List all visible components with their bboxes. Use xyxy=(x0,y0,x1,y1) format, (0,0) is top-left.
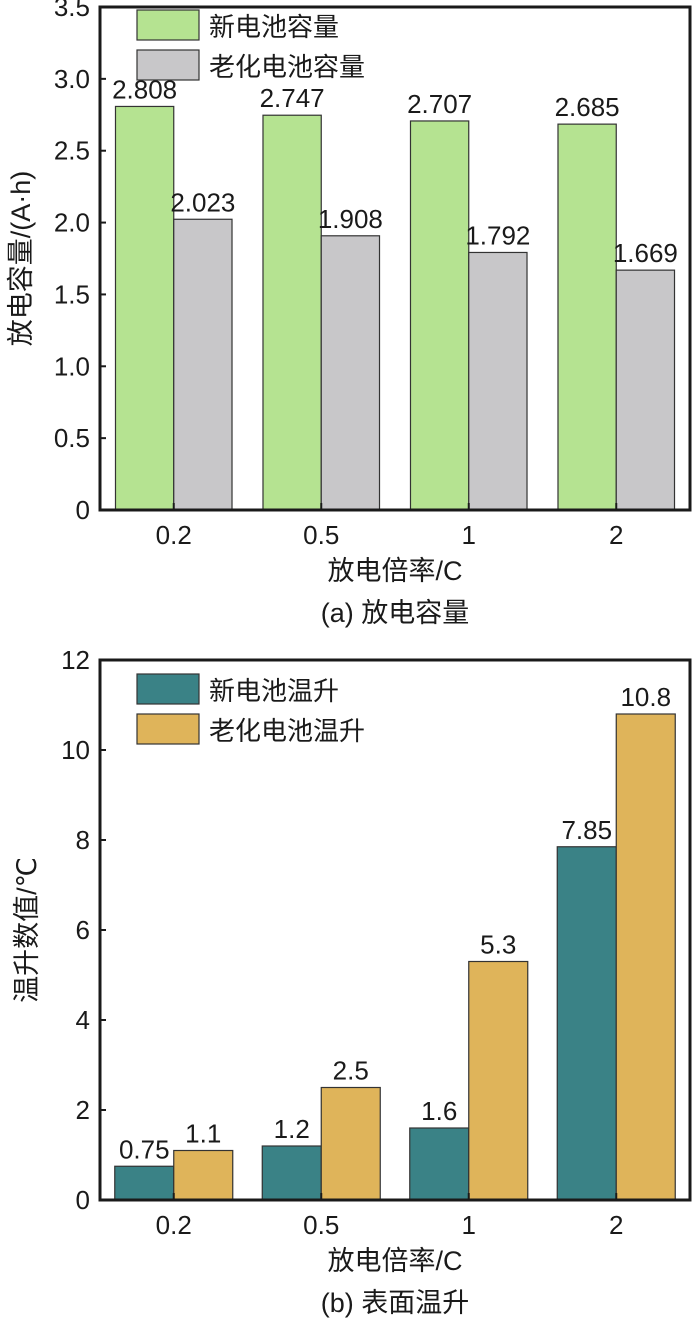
chart-a-y-tick-label: 3.5 xyxy=(54,0,90,22)
chart-a-bar xyxy=(409,120,470,511)
chart-a-legend-swatch xyxy=(136,9,200,41)
chart-a-plot-frame xyxy=(98,5,692,512)
chart-b-data-label: 1.2 xyxy=(274,1114,310,1144)
chart-a-bar xyxy=(615,269,676,511)
chart-b-y-axis-title: 温升数值/℃ xyxy=(12,857,42,1003)
chart-b-y-tick-label: 6 xyxy=(76,915,90,945)
chart-b-data-label: 10.8 xyxy=(620,682,671,712)
chart-b-data-label: 5.3 xyxy=(480,930,516,960)
chart-b-y-tick-label: 12 xyxy=(61,645,90,675)
chart-b-data-label: 1.6 xyxy=(421,1096,457,1126)
chart-a-data-label: 1.669 xyxy=(613,238,678,268)
chart-b-legend-label: 新电池温升 xyxy=(209,676,339,706)
chart-a-legend-label: 新电池容量 xyxy=(209,12,339,42)
chart-a-data-label: 2.023 xyxy=(170,187,235,217)
chart-b-x-tick-label: 1 xyxy=(462,1210,476,1240)
chart-a-legend-label: 老化电池容量 xyxy=(209,52,365,82)
chart-b-bar xyxy=(320,1086,381,1201)
chart-b-data-label: 7.85 xyxy=(561,815,612,845)
chart-a-y-tick-label: 2.0 xyxy=(54,208,90,238)
chart-b-y-tick-label: 8 xyxy=(76,825,90,855)
chart-a-bar xyxy=(262,114,322,511)
chart-a-caption: (a) 放电容量 xyxy=(321,598,470,628)
chart-a-x-tick-label: 0.2 xyxy=(156,520,192,550)
chart-a-y-tick-label: 3.0 xyxy=(54,64,90,94)
chart-a-y-axis-title: 放电容量/(A·h) xyxy=(6,171,36,347)
chart-a-bar xyxy=(114,105,175,511)
chart-a-bar xyxy=(320,235,381,511)
chart-b-caption: (b) 表面温升 xyxy=(321,1288,470,1318)
chart-b-bar xyxy=(261,1145,322,1201)
chart-b-bar xyxy=(468,960,529,1201)
chart-a-y-tick-label: 2.5 xyxy=(54,136,90,166)
chart-b-legend-label: 老化电池温升 xyxy=(209,716,365,746)
chart-b-y-tick-label: 2 xyxy=(76,1095,90,1125)
chart-b-data-label: 1.1 xyxy=(185,1119,221,1149)
chart-a: 0 0.5 1.0 1.5 2.0 2.5 3.0 3.5 2.808 2.023 0.2 2.747… xyxy=(0,0,700,640)
chart-b: 0 2 4 6 8 10 12 0.75 1.1 0.2 1.2 2.5 0.5 1.6 5.3 1 7.85 1… xyxy=(0,640,700,1330)
chart-a-bar xyxy=(557,123,617,511)
chart-b-bar xyxy=(615,713,676,1201)
chart-b-plot-frame xyxy=(98,658,692,1202)
chart-a-y-tick-label: 1.5 xyxy=(54,279,90,309)
chart-b-data-label: 2.5 xyxy=(333,1056,369,1086)
chart-a-y-tick-label: 1.0 xyxy=(54,351,90,381)
chart-a-x-tick-label: 2 xyxy=(609,520,623,550)
chart-a-y-tick-label: 0 xyxy=(76,495,90,525)
chart-b-svg: 0 2 4 6 8 10 12 0.75 1.1 0.2 1.2 2.5 0.5 1.6 5.3 1 7.85 1… xyxy=(12,645,692,1318)
chart-a-data-label: 2.685 xyxy=(555,92,620,122)
chart-b-legend-swatch xyxy=(136,713,200,745)
chart-b-y-tick-label: 10 xyxy=(61,735,90,765)
chart-b-x-tick-label: 0.2 xyxy=(156,1210,192,1240)
chart-a-data-label: 2.747 xyxy=(260,83,325,113)
chart-b-y-tick-label: 4 xyxy=(76,1005,90,1035)
chart-a-bar xyxy=(468,251,528,511)
chart-b-x-axis-title: 放电倍率/C xyxy=(328,1246,463,1276)
chart-b-bar xyxy=(409,1127,470,1201)
chart-a-x-tick-label: 1 xyxy=(462,520,476,550)
chart-b-bar xyxy=(173,1149,234,1201)
chart-a-data-label: 2.707 xyxy=(407,89,472,119)
chart-b-x-tick-label: 0.5 xyxy=(303,1210,339,1240)
chart-b-legend-swatch xyxy=(136,673,200,705)
chart-b-bar xyxy=(556,846,617,1201)
chart-b-bar xyxy=(114,1165,175,1201)
chart-a-svg: 00.51.01.52.02.53.03.52.8082.0230.22.747… xyxy=(6,0,692,628)
chart-a-x-axis-title: 放电倍率/C xyxy=(328,556,463,586)
chart-a-x-tick-label: 0.5 xyxy=(303,520,339,550)
chart-b-x-tick-label: 2 xyxy=(609,1210,623,1240)
chart-b-data-label: 0.75 xyxy=(119,1134,170,1164)
chart-b-y-tick-label: 0 xyxy=(76,1185,90,1215)
chart-a-y-tick-label: 0.5 xyxy=(54,423,90,453)
chart-a-data-label: 1.908 xyxy=(318,204,383,234)
chart-a-legend-swatch xyxy=(136,49,200,81)
chart-a-bar xyxy=(173,218,233,511)
chart-a-data-label: 1.792 xyxy=(465,220,530,250)
